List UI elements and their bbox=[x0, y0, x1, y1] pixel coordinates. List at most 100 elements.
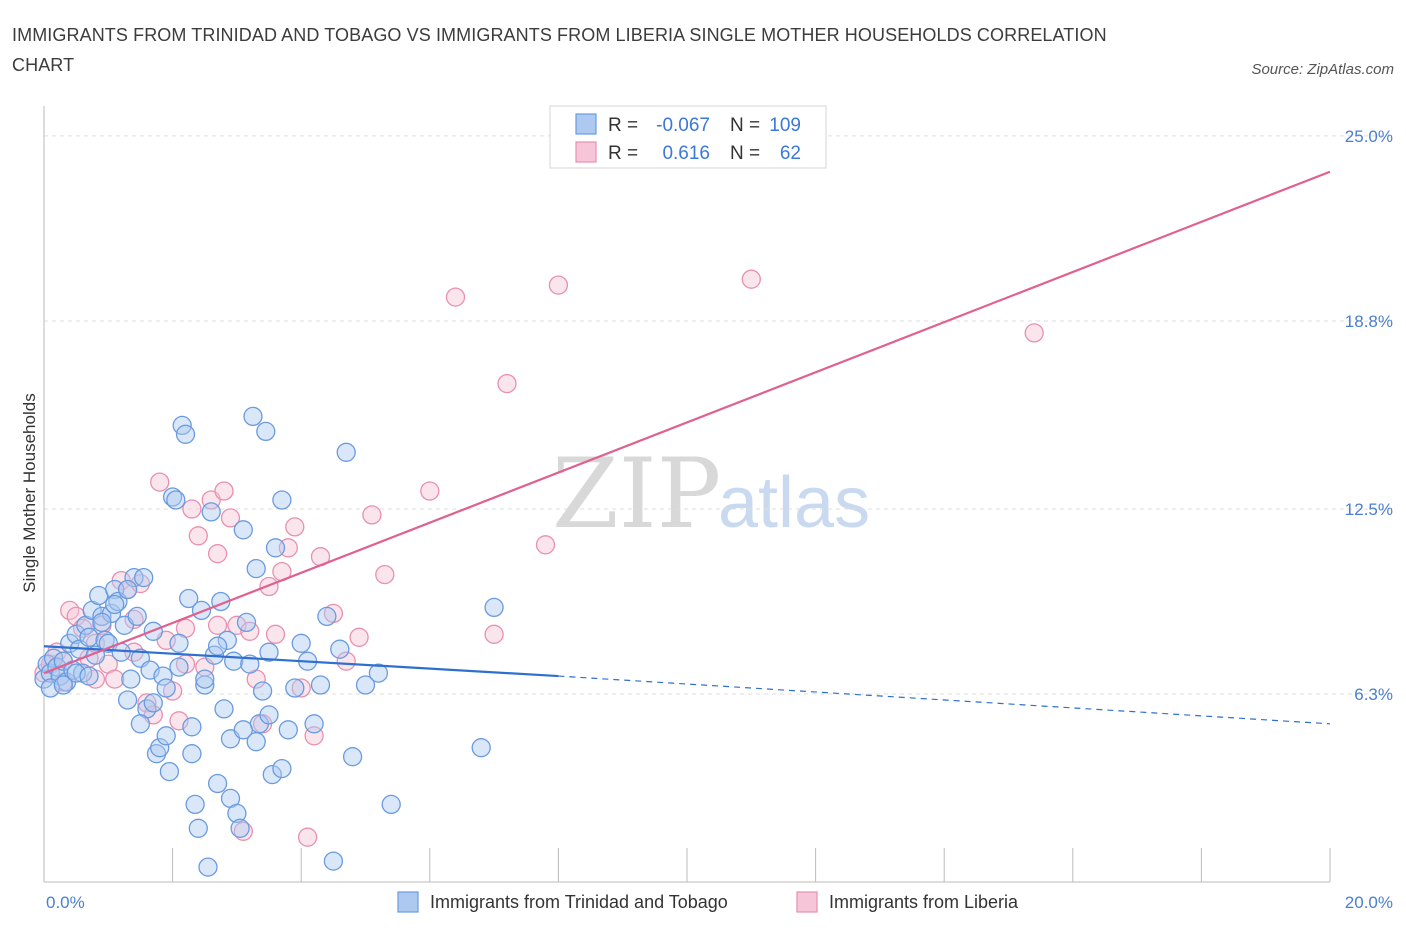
trinidad-point bbox=[252, 681, 273, 701]
liberia-point bbox=[285, 517, 305, 537]
tick-labels: 6.3% 12.5% 18.8% 25.0% 0.0% 20.0% bbox=[46, 127, 1393, 912]
trinidad-point bbox=[233, 520, 253, 540]
liberia-point bbox=[1024, 323, 1044, 343]
liberia-point bbox=[265, 624, 286, 644]
liberia-point bbox=[445, 287, 466, 307]
legend-r-label-2: R = bbox=[608, 143, 638, 164]
liberia-point bbox=[349, 627, 369, 647]
trinidad-point bbox=[217, 630, 237, 650]
trinidad-point bbox=[162, 487, 183, 507]
trinidad-point bbox=[355, 675, 376, 695]
trinidad-point bbox=[227, 803, 247, 824]
trinidad-point bbox=[259, 705, 279, 725]
liberia-point bbox=[497, 373, 517, 394]
trinidad-trend-extension bbox=[558, 675, 1331, 725]
legend-r-label-1: R = bbox=[608, 115, 638, 136]
trinidad-point bbox=[233, 720, 253, 740]
trinidad-point bbox=[317, 606, 337, 627]
trinidad-point bbox=[127, 606, 147, 627]
liberia-point bbox=[548, 275, 569, 295]
trinidad-point bbox=[195, 669, 215, 689]
y-tick-label-2: 18.8% bbox=[1345, 312, 1393, 331]
legend-n-label-2: N = bbox=[730, 143, 760, 164]
trinidad-point bbox=[256, 421, 276, 442]
trinidad-point bbox=[304, 714, 324, 734]
trinidad-point bbox=[182, 717, 202, 737]
watermark-zip: ZIP bbox=[552, 438, 721, 550]
trinidad-point bbox=[130, 714, 151, 734]
trinidad-point bbox=[207, 636, 228, 656]
trinidad-point bbox=[134, 567, 154, 588]
trend-layer bbox=[43, 170, 1331, 725]
legend-r-value-2: 0.616 bbox=[662, 143, 710, 164]
trinidad-point bbox=[117, 690, 138, 710]
chart-title: IMMIGRANTS FROM TRINIDAD AND TOBAGO VS I… bbox=[12, 25, 1107, 75]
bottom-legend-swatch-blue bbox=[397, 891, 419, 913]
trinidad-point bbox=[179, 588, 199, 609]
liberia-point bbox=[484, 624, 504, 644]
trinidad-point bbox=[262, 764, 282, 785]
liberia-point bbox=[291, 678, 311, 698]
liberia-point bbox=[336, 651, 356, 671]
liberia-point bbox=[233, 821, 253, 841]
liberia-point bbox=[741, 269, 761, 289]
bottom-legend-swatch-pink bbox=[796, 891, 818, 913]
trinidad-point bbox=[310, 675, 331, 695]
legend-n-label-1: N = bbox=[730, 115, 760, 136]
liberia-point bbox=[220, 508, 241, 528]
trinidad-point bbox=[195, 675, 215, 695]
trinidad-point bbox=[272, 758, 292, 779]
trinidad-point bbox=[381, 794, 401, 815]
trinidad-points bbox=[34, 406, 504, 877]
liberia-point bbox=[150, 472, 170, 492]
trinidad-point bbox=[124, 567, 144, 588]
liberia-point bbox=[214, 481, 234, 501]
trinidad-point bbox=[188, 818, 208, 838]
trinidad-point bbox=[92, 612, 112, 633]
trinidad-point bbox=[323, 851, 344, 871]
trinidad-point bbox=[342, 747, 363, 767]
trinidad-point bbox=[291, 633, 311, 653]
liberia-point bbox=[297, 827, 318, 847]
trinidad-point bbox=[153, 666, 173, 686]
trinidad-point bbox=[79, 666, 99, 686]
axis-layer bbox=[43, 106, 1331, 883]
trinidad-point bbox=[330, 639, 350, 659]
trinidad-point bbox=[278, 720, 298, 740]
trinidad-point bbox=[272, 490, 292, 510]
trinidad-point bbox=[156, 678, 176, 698]
x-tick-label-0: 0.0% bbox=[46, 893, 85, 912]
legend-swatch-blue bbox=[575, 113, 597, 135]
trinidad-point bbox=[169, 633, 189, 653]
legend-n-value-1: 109 bbox=[769, 115, 801, 136]
liberia-point bbox=[137, 693, 157, 713]
source-label: Source: ZipAtlas.com bbox=[1251, 61, 1394, 78]
trinidad-point bbox=[175, 424, 196, 444]
trinidad-point bbox=[121, 669, 141, 689]
trinidad-point bbox=[201, 502, 221, 522]
liberia-point bbox=[207, 544, 228, 564]
trinidad-point bbox=[368, 663, 389, 683]
trinidad-point bbox=[246, 558, 266, 579]
trinidad-point bbox=[240, 654, 260, 674]
liberia-point bbox=[207, 615, 228, 635]
trinidad-point bbox=[259, 642, 279, 662]
trinidad-point bbox=[159, 761, 180, 782]
trinidad-point bbox=[198, 857, 218, 877]
bottom-legend-label-blue: Immigrants from Trinidad and Tobago bbox=[430, 892, 728, 912]
x-tick-label-1: 20.0% bbox=[1345, 893, 1393, 912]
trinidad-point bbox=[166, 490, 186, 510]
trinidad-trend-line bbox=[43, 645, 559, 678]
series-legend: Immigrants from Trinidad and Tobago Immi… bbox=[397, 891, 1019, 913]
bottom-legend-label-pink: Immigrants from Liberia bbox=[829, 892, 1019, 912]
trinidad-point bbox=[246, 732, 266, 752]
liberia-point bbox=[535, 535, 556, 555]
liberia-point bbox=[182, 499, 202, 519]
trinidad-point bbox=[117, 579, 138, 600]
trinidad-point bbox=[285, 678, 305, 698]
legend-n-value-2: 62 bbox=[780, 143, 801, 164]
liberia-point bbox=[124, 609, 144, 630]
liberia-point bbox=[362, 505, 382, 525]
trinidad-point bbox=[484, 597, 504, 618]
trinidad-point bbox=[169, 657, 189, 677]
